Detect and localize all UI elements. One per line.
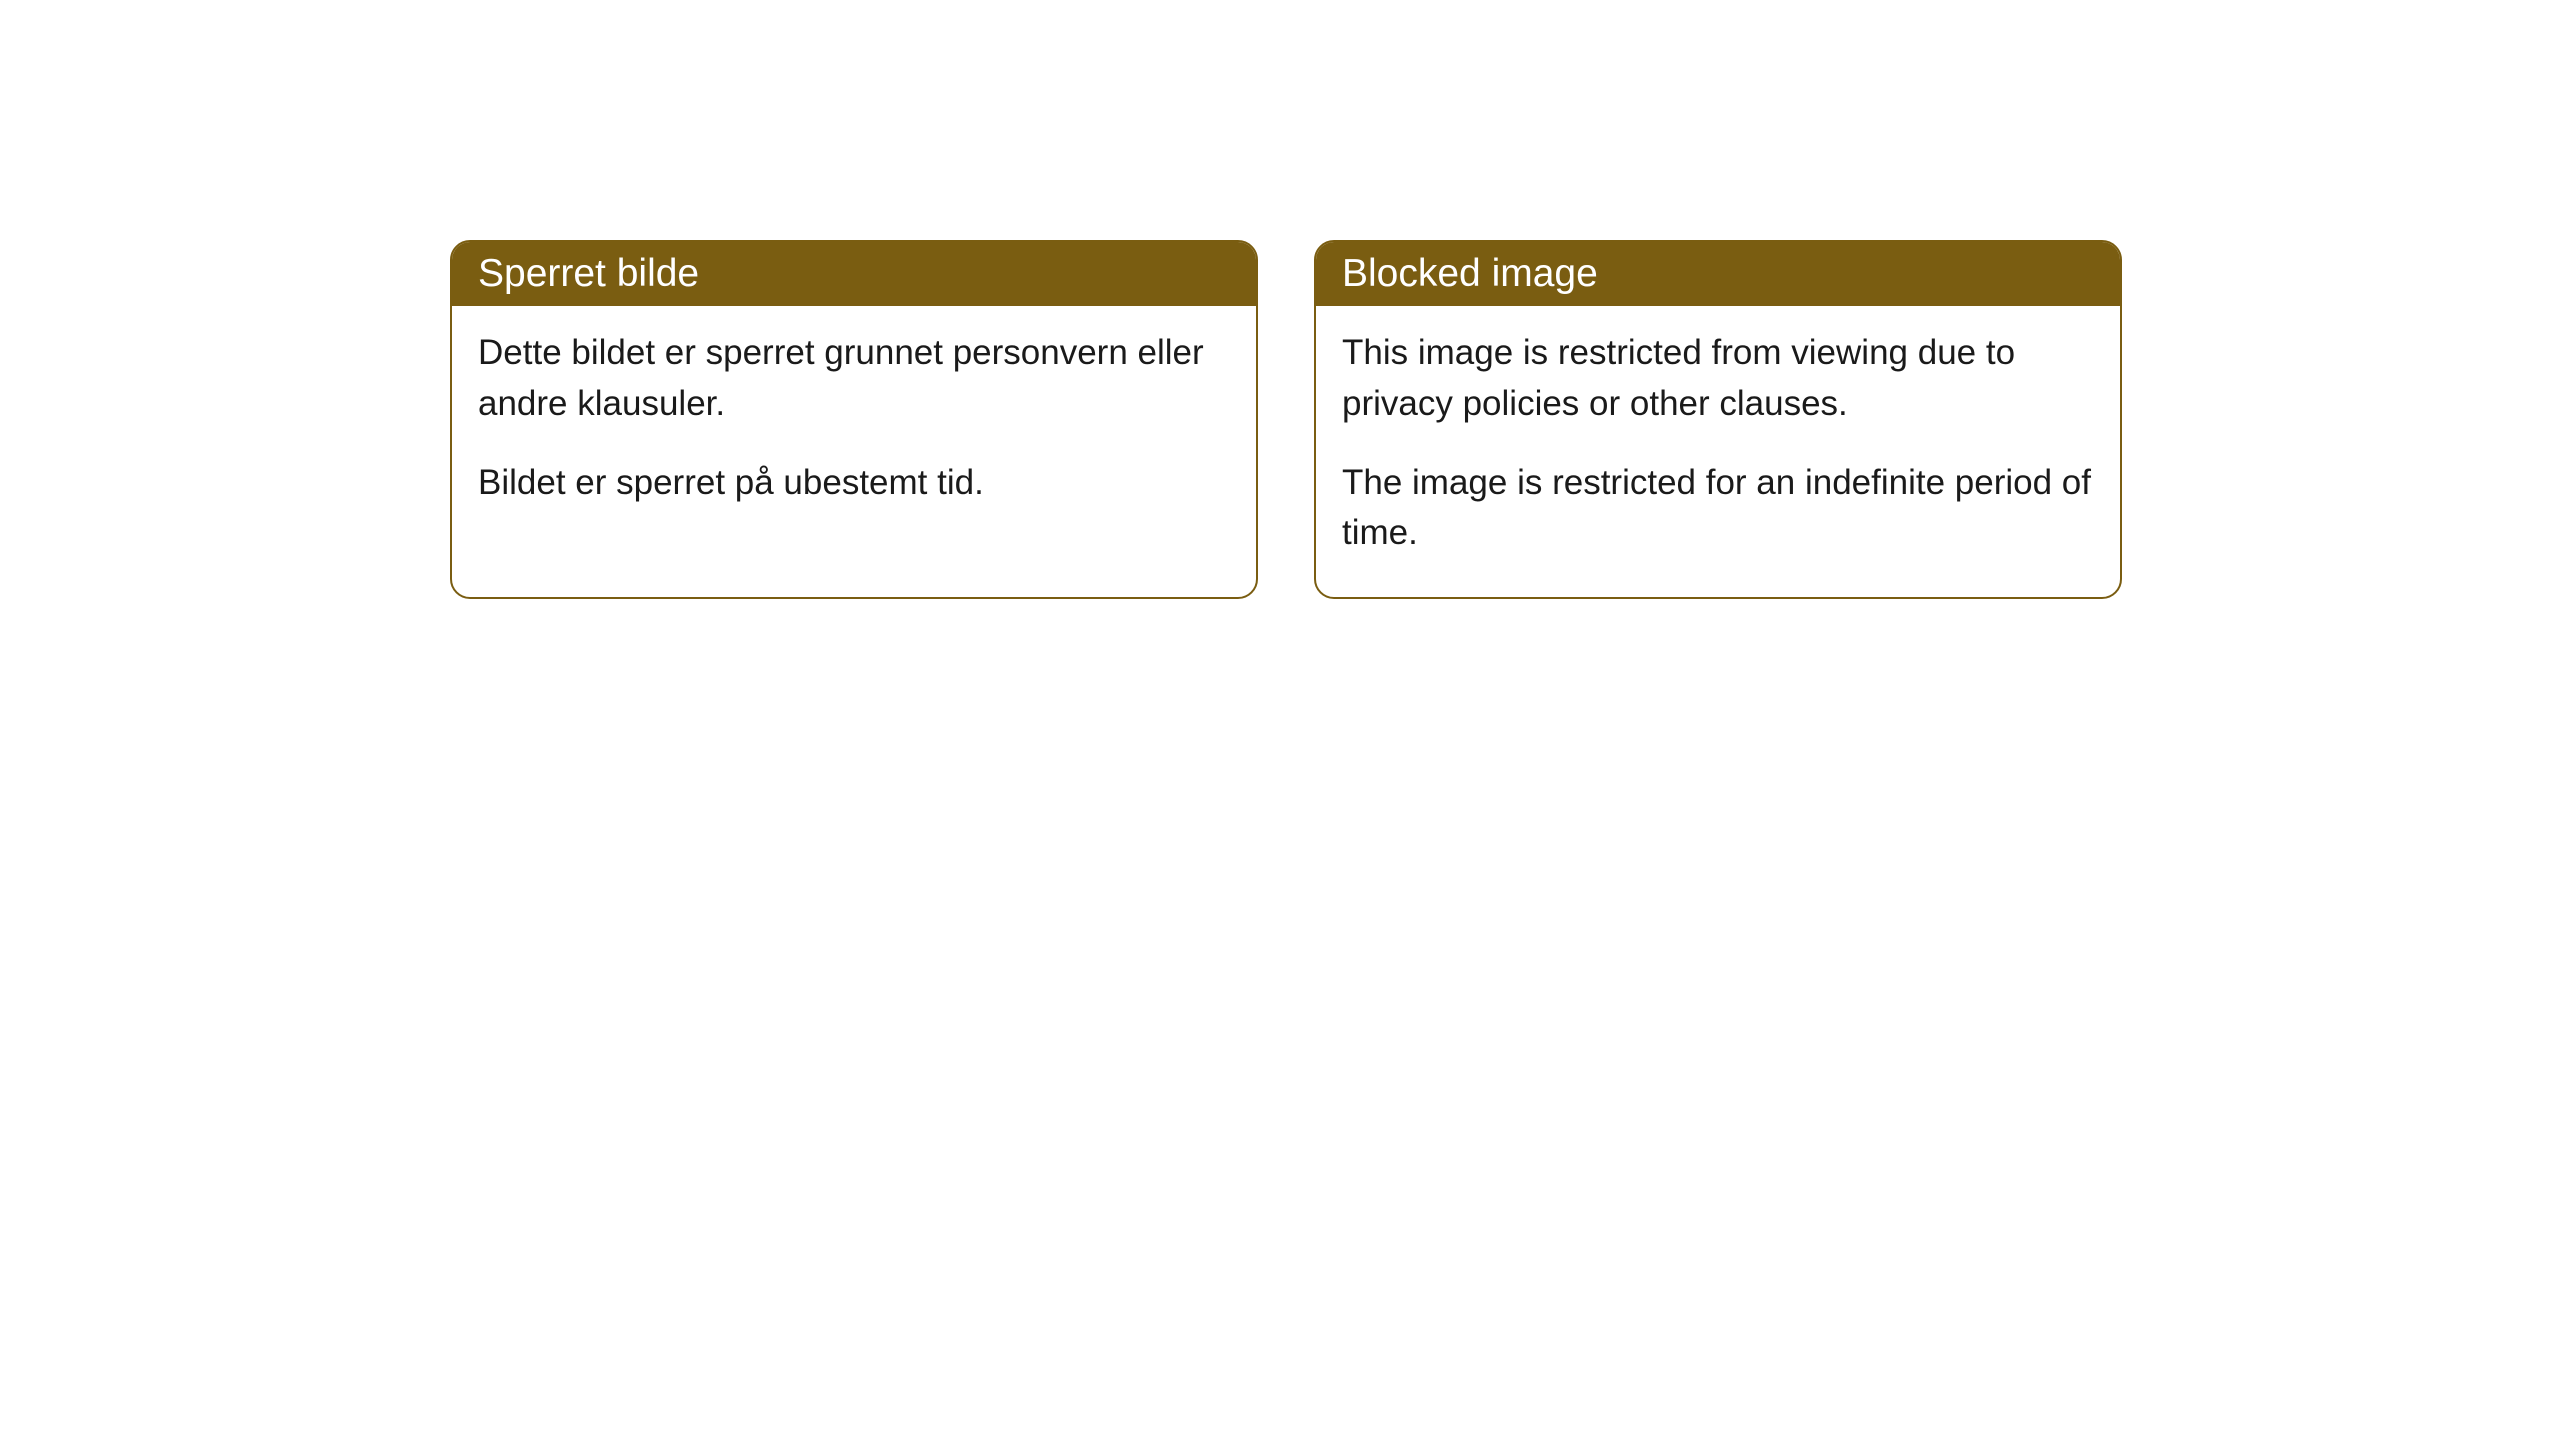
- card-body: This image is restricted from viewing du…: [1316, 306, 2120, 597]
- card-body: Dette bildet er sperret grunnet personve…: [452, 306, 1256, 546]
- card-paragraph: This image is restricted from viewing du…: [1342, 328, 2094, 430]
- card-header: Sperret bilde: [452, 242, 1256, 306]
- card-title: Blocked image: [1342, 252, 1598, 295]
- card-paragraph: Dette bildet er sperret grunnet personve…: [478, 328, 1230, 430]
- cards-container: Sperret bilde Dette bildet er sperret gr…: [450, 240, 2122, 599]
- blocked-image-card-english: Blocked image This image is restricted f…: [1314, 240, 2122, 599]
- blocked-image-card-norwegian: Sperret bilde Dette bildet er sperret gr…: [450, 240, 1258, 599]
- card-paragraph: Bildet er sperret på ubestemt tid.: [478, 458, 1230, 509]
- card-title: Sperret bilde: [478, 252, 699, 295]
- card-paragraph: The image is restricted for an indefinit…: [1342, 458, 2094, 560]
- card-header: Blocked image: [1316, 242, 2120, 306]
